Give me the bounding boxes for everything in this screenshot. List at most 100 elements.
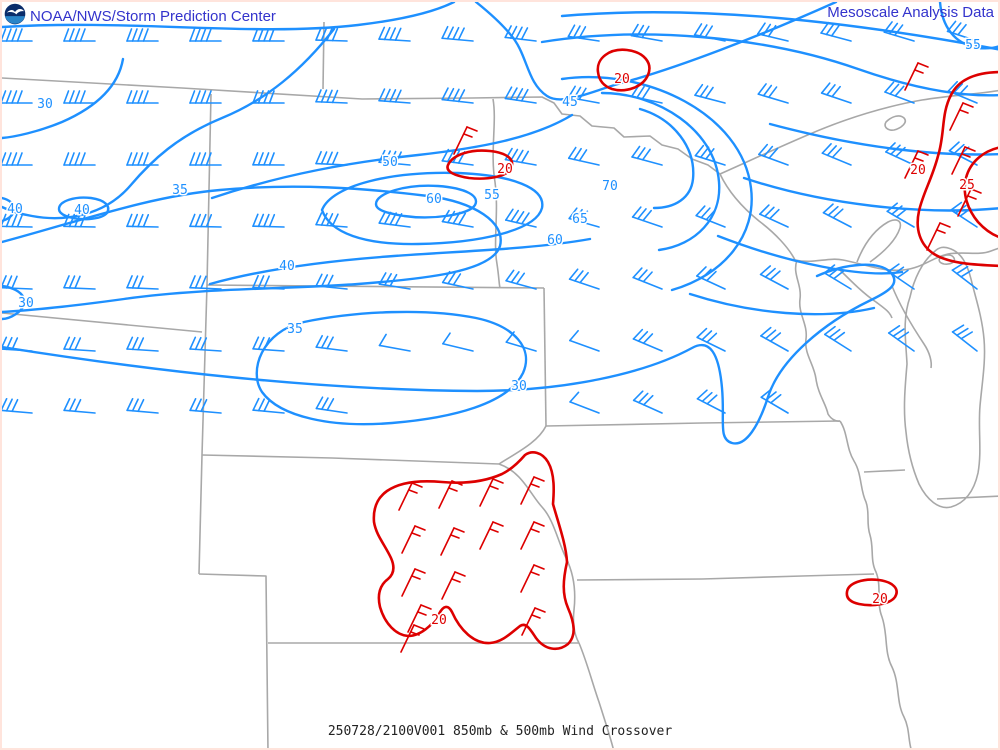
contour-label: 30 xyxy=(511,379,527,394)
wind-barb-icon xyxy=(822,203,852,228)
contour-70 xyxy=(638,107,695,210)
red-wind-barb-icon xyxy=(400,624,425,653)
red-wind-barb-icon xyxy=(479,521,504,550)
canada-border xyxy=(2,77,721,175)
wind-barb-icon xyxy=(252,213,285,228)
wind-barb-icon xyxy=(378,26,411,42)
red-wind-barb-icon xyxy=(441,571,466,600)
red-wind-barb-icon xyxy=(401,525,426,554)
wind-barb-icon xyxy=(441,87,474,104)
wind-barb-icon xyxy=(315,396,348,414)
contour-55 xyxy=(938,2,998,50)
red-wind-barb-icon xyxy=(904,150,929,179)
contour-label: 20 xyxy=(614,72,630,87)
red-wind-barb-icon xyxy=(904,62,929,91)
wind-barb-icon xyxy=(694,144,726,166)
wind-barb-icon xyxy=(2,90,33,104)
lake-superior-north-shore xyxy=(719,89,998,175)
header-left-title: NOAA/NWS/Storm Prediction Center xyxy=(30,8,276,25)
wind-barb-icon xyxy=(252,90,285,104)
wind-barb-icon xyxy=(951,324,978,352)
red-wind-barb-icon xyxy=(521,607,546,636)
wind-barb-icon xyxy=(630,84,663,104)
wind-barb-icon xyxy=(504,208,537,228)
wind-barb-icon xyxy=(378,149,411,166)
wind-barb-icon xyxy=(252,336,285,352)
contour-40 xyxy=(2,196,16,223)
contour-label: 30 xyxy=(18,296,34,311)
wind-barb-icon xyxy=(884,81,915,104)
wind-barb-icon xyxy=(757,83,789,104)
wind-barb-icon xyxy=(126,397,159,414)
contour-labels-layer: 30 30 30 35 35 40 40 40 45 50 55 55 60 60 65 70 20 20 20 25… xyxy=(6,37,983,630)
up-south-shore xyxy=(839,269,893,319)
big-sioux-river xyxy=(498,425,547,465)
wind-barb-icon xyxy=(378,333,411,352)
wind-barb-icon xyxy=(315,150,348,166)
contour-label: 20 xyxy=(872,592,888,607)
ks-mo-river xyxy=(578,642,614,748)
contour-label: 65 xyxy=(572,212,588,227)
wind-barb-icon xyxy=(504,86,537,104)
contour-35 xyxy=(2,185,502,314)
contour-label: 50 xyxy=(382,155,398,170)
wind-barb-icon xyxy=(315,27,348,42)
contour-55 xyxy=(320,171,544,246)
wind-barb-icon xyxy=(378,210,411,228)
header-left: NOAA/NWS/Storm Prediction Center xyxy=(4,3,276,30)
mi-in-border xyxy=(936,495,998,500)
ne-co-jog xyxy=(198,573,269,748)
contour-label: 45 xyxy=(562,95,578,110)
red-wind-barb-icon xyxy=(453,126,478,155)
red-wind-barb-icon xyxy=(440,527,465,556)
wind-barb-icon xyxy=(252,28,285,42)
red-contour-20 xyxy=(916,70,998,268)
red-wind-barb-icon xyxy=(520,476,545,505)
contour-30 xyxy=(2,263,896,445)
wind-barb-icon xyxy=(2,213,33,228)
wind-barb-icon xyxy=(189,397,222,414)
wind-barb-icon xyxy=(2,397,33,414)
red-wind-barb-icon xyxy=(520,564,545,593)
wind-barb-icon xyxy=(441,270,474,290)
wind-barb-icon xyxy=(504,147,537,166)
mn-wi-border xyxy=(794,259,841,422)
contour-35 xyxy=(688,292,876,316)
wind-barb-icon xyxy=(567,146,600,166)
contour-label: 20 xyxy=(431,613,447,628)
contour-label: 55 xyxy=(484,188,500,203)
contour-45 xyxy=(474,2,838,101)
wind-barb-icon xyxy=(126,336,159,352)
red-contours-layer xyxy=(372,48,998,651)
wind-barb-icon xyxy=(820,21,852,42)
blue-contours-layer xyxy=(2,2,998,445)
red-wind-barb-icon xyxy=(398,482,423,511)
wind-barb-icon xyxy=(567,24,600,42)
wind-barb-icon xyxy=(63,397,96,414)
nd-sd-border xyxy=(206,284,545,289)
red-contour-20 xyxy=(596,48,651,92)
contour-label: 40 xyxy=(7,202,23,217)
wind-barb-icon xyxy=(505,269,537,290)
wind-barb-icon xyxy=(567,85,600,104)
wind-barb-icon xyxy=(696,327,726,352)
wind-barb-icon xyxy=(252,152,285,166)
wind-barb-icon xyxy=(883,21,915,42)
contour-label: 25 xyxy=(959,178,975,193)
red-contour-20 xyxy=(372,451,575,651)
wind-barb-icon xyxy=(696,266,726,290)
wind-barb-icon xyxy=(946,20,978,42)
wind-barb-icon xyxy=(696,389,726,414)
lake-michigan xyxy=(903,246,986,509)
wind-barb-icon xyxy=(63,152,96,166)
green-bay xyxy=(891,285,933,369)
wind-barb-icon xyxy=(504,25,537,42)
wind-barb-icon xyxy=(760,326,789,352)
blue-wind-barbs-layer xyxy=(2,20,978,414)
contour-label: 70 xyxy=(602,179,618,194)
red-wind-barb-icon xyxy=(520,521,545,550)
contour-60 xyxy=(560,75,753,292)
mn-sd-border xyxy=(543,287,547,427)
contour-label: 40 xyxy=(74,203,90,218)
